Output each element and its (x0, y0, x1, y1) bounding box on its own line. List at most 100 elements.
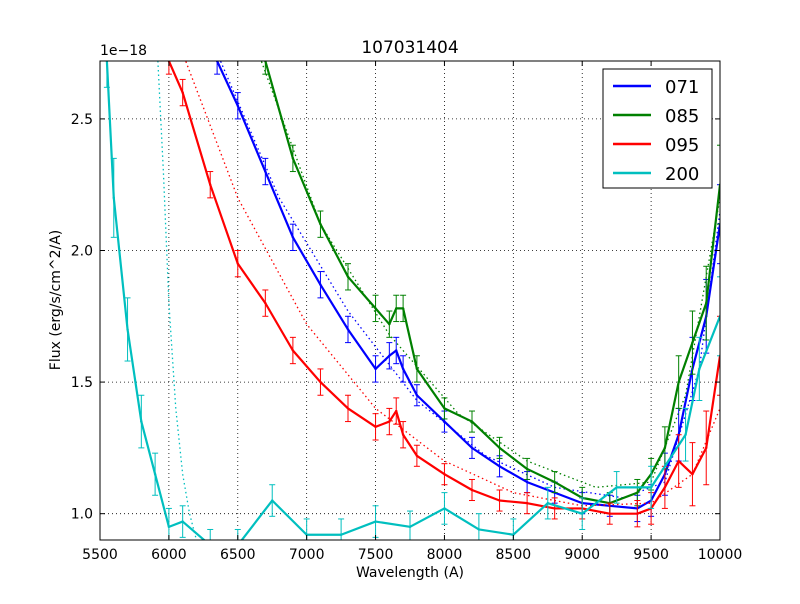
y-tick-label: 2.0 (71, 243, 93, 259)
data-point (291, 349, 295, 352)
data-point (649, 486, 653, 489)
error-bar (717, 315, 720, 396)
data-point (346, 328, 350, 331)
chart-title: 107031404 (361, 38, 458, 58)
legend-box (602, 68, 713, 189)
y-tick-label: 1.0 (71, 507, 93, 523)
data-point (581, 512, 584, 515)
y-axis-label: Flux (erg/s/cm^2/A) (48, 230, 64, 370)
data-point (470, 420, 474, 423)
data-point (443, 420, 446, 423)
data-point (319, 222, 322, 226)
data-point (264, 301, 267, 305)
data-point (112, 196, 115, 200)
data-point (691, 473, 694, 476)
data-point (401, 433, 405, 436)
model-curve-200 (157, 61, 198, 540)
data-point (319, 380, 322, 384)
data-point (339, 533, 343, 536)
data-point (181, 520, 184, 523)
x-tick-label: 8000 (427, 547, 463, 563)
series-085 (260, 61, 720, 515)
x-tick-label: 7500 (358, 547, 394, 563)
series-095 (165, 61, 720, 528)
x-axis-label: Wavelength (A) (356, 565, 464, 581)
data-point (264, 170, 267, 173)
data-point (663, 486, 667, 489)
x-tick-label: 10000 (698, 547, 743, 563)
data-point (498, 465, 501, 468)
data-point (374, 425, 377, 429)
error-bar (717, 276, 720, 357)
x-tick-label: 9500 (633, 547, 669, 563)
data-point (512, 533, 515, 536)
data-point (346, 407, 350, 410)
data-point (236, 262, 239, 265)
legend: 071 085 095 200 (602, 68, 713, 189)
y-offset-label: 1e−18 (100, 43, 147, 59)
data-point (126, 328, 129, 331)
data-line-200 (105, 61, 720, 540)
data-point (374, 520, 377, 523)
data-point (525, 501, 529, 505)
data-point (663, 446, 667, 450)
error-bar (214, 61, 221, 75)
legend-label-200: 200 (665, 164, 699, 185)
data-point (374, 307, 377, 310)
data-point (525, 480, 529, 484)
x-tick-label: 5500 (82, 547, 118, 563)
data-point (346, 275, 350, 279)
data-point (443, 473, 446, 476)
plot-area (103, 61, 720, 540)
data-point (388, 322, 391, 326)
data-point (374, 367, 377, 371)
series-200 (103, 61, 720, 540)
error-bar (262, 61, 269, 75)
error-bar (717, 184, 720, 265)
data-point (698, 367, 701, 371)
data-point (553, 480, 556, 484)
y-tick-label: 2.5 (71, 112, 93, 128)
series-group (103, 61, 720, 540)
data-point (395, 349, 398, 352)
error-bar (234, 528, 241, 540)
data-point (691, 341, 694, 344)
data-point (401, 367, 405, 371)
data-point (167, 525, 171, 529)
data-point (291, 157, 295, 160)
data-point (470, 446, 474, 450)
data-point (443, 507, 446, 510)
data-point (677, 459, 680, 463)
data-point (498, 499, 501, 502)
data-point (477, 528, 481, 531)
legend-label-071: 071 (665, 77, 699, 98)
data-point (525, 467, 529, 471)
data-point (140, 420, 143, 423)
data-point (209, 183, 212, 186)
data-point (388, 420, 391, 423)
data-point (546, 501, 549, 505)
data-point (615, 486, 618, 489)
error-bar (207, 528, 214, 540)
data-point (608, 512, 611, 515)
data-point (395, 307, 398, 310)
data-point (553, 507, 556, 510)
data-point (401, 307, 405, 310)
data-point (415, 454, 419, 457)
data-point (388, 354, 391, 357)
axes-frame (99, 60, 721, 541)
data-point (415, 394, 419, 397)
error-bar (717, 144, 720, 225)
x-tick-label: 7000 (289, 547, 325, 563)
data-point (705, 301, 708, 305)
data-point (470, 488, 474, 492)
data-point (684, 433, 687, 436)
data-point (415, 367, 419, 371)
data-point (408, 525, 412, 529)
data-point (181, 91, 184, 94)
legend-label-085: 085 (665, 106, 699, 127)
x-tick-label: 6500 (220, 547, 256, 563)
data-point (705, 446, 708, 450)
data-point (236, 104, 239, 107)
